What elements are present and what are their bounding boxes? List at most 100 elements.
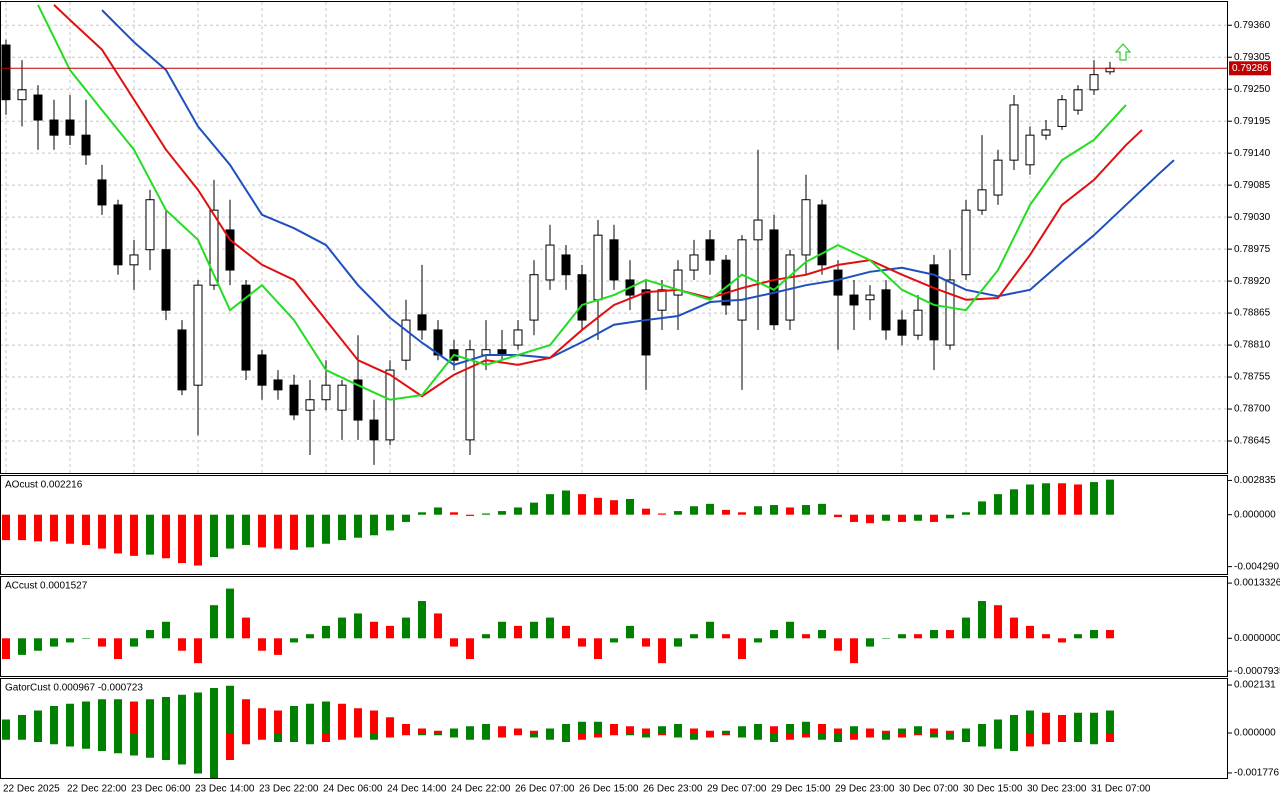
gator-bar: [674, 724, 682, 733]
gator-bar: [66, 703, 74, 733]
histogram-bar: [258, 514, 266, 548]
histogram-bar: [338, 514, 346, 541]
y-tick-label: 0.79140: [1234, 148, 1271, 159]
x-tick-label: 29 Dec 07:00: [707, 784, 767, 795]
gator-bar: [578, 721, 586, 733]
gator-bar: [82, 701, 90, 733]
y-tick-label: 0.78810: [1234, 340, 1271, 351]
x-tick-label: 29 Dec 15:00: [771, 784, 831, 795]
gator-bar: [658, 726, 666, 733]
histogram-bar: [514, 507, 522, 515]
histogram-bar: [210, 605, 218, 639]
candle-body: [17, 89, 27, 101]
candle-body: [385, 369, 395, 441]
candle-body: [81, 134, 91, 156]
histogram-bar: [738, 638, 746, 660]
gator-bar: [818, 724, 826, 733]
histogram-bar: [578, 638, 586, 647]
histogram-bar: [66, 514, 74, 544]
y-tick-label: 0.000000: [1234, 509, 1276, 520]
histogram-bar: [994, 494, 1002, 515]
candle-body: [641, 289, 651, 356]
gator-bar: [258, 733, 266, 740]
histogram-bar: [818, 630, 826, 639]
histogram-bar: [658, 513, 666, 515]
histogram-bar: [34, 638, 42, 651]
candle-body: [177, 329, 187, 391]
histogram-bar: [226, 514, 234, 549]
histogram-bar: [306, 514, 314, 548]
gator-bar: [722, 730, 730, 733]
x-tick-label: 22 Dec 22:00: [67, 784, 127, 795]
y-tick-label: 0.78920: [1234, 276, 1271, 287]
histogram-bar: [514, 625, 522, 639]
gator-bar: [562, 733, 570, 742]
histogram-bar: [850, 514, 858, 522]
candle-body: [273, 379, 283, 391]
histogram-bar: [146, 630, 154, 639]
histogram-bar: [642, 638, 650, 647]
gator-bar: [146, 733, 154, 758]
histogram-bar: [1042, 634, 1050, 639]
candle-body: [849, 294, 859, 306]
candle-body: [369, 419, 379, 441]
candle-body: [1089, 74, 1099, 91]
x-tick-label: 30 Dec 23:00: [1027, 784, 1087, 795]
y-tick-label: 0.79305: [1234, 52, 1271, 63]
gator-bar: [1106, 733, 1114, 742]
gator-bar: [1058, 715, 1066, 733]
gator-bar: [18, 715, 26, 733]
histogram-bar: [274, 514, 282, 549]
ma-line: [53, 4, 1143, 398]
gator-bar: [450, 733, 458, 738]
histogram-bar: [626, 625, 634, 639]
gator-bar: [434, 730, 442, 733]
candle-body: [33, 94, 43, 121]
gator-bar: [210, 733, 218, 778]
histogram-bar: [194, 638, 202, 664]
candle-body: [705, 239, 715, 261]
gator-bar: [450, 728, 458, 733]
gator-bar: [850, 726, 858, 733]
histogram-bar: [690, 506, 698, 515]
x-tick-label: 23 Dec 14:00: [195, 784, 255, 795]
candle-body: [833, 269, 843, 296]
gator-bar: [946, 730, 954, 733]
histogram-bar: [50, 514, 58, 542]
gator-bar: [482, 733, 490, 740]
ac-frame: [0, 576, 1228, 677]
histogram-bar: [1058, 638, 1066, 643]
histogram-bar: [1090, 482, 1098, 515]
gator-bar: [50, 706, 58, 733]
histogram-bar: [18, 638, 26, 655]
candle-body: [529, 274, 539, 321]
gator-bar: [306, 703, 314, 733]
histogram-bar: [594, 497, 602, 515]
histogram-bar: [1074, 634, 1082, 639]
panel-title: AOcust 0.002216: [5, 480, 83, 491]
gator-bar: [834, 728, 842, 733]
candle-body: [817, 204, 827, 266]
histogram-bar: [50, 638, 58, 647]
candle-body: [1009, 104, 1019, 161]
x-tick-label: 31 Dec 07:00: [1091, 784, 1151, 795]
gator-bar: [258, 708, 266, 733]
gator-bar: [546, 728, 554, 733]
gator-bar: [578, 733, 586, 740]
y-tick-label: 0.79085: [1234, 180, 1271, 191]
y-tick-label: 0.79360: [1234, 20, 1271, 31]
gator-bar: [738, 733, 746, 738]
candle-body: [545, 244, 555, 281]
gator-bar: [930, 733, 938, 738]
histogram-bar: [1026, 625, 1034, 639]
histogram-bar: [290, 514, 298, 550]
gator-bar: [1026, 733, 1034, 747]
y-tick-label: 0.78700: [1234, 404, 1271, 415]
histogram-bar: [834, 638, 842, 651]
gator-bar: [882, 730, 890, 733]
histogram-bar: [930, 630, 938, 639]
candle-body: [801, 199, 811, 256]
gator-bar: [226, 685, 234, 733]
candle-body: [1073, 89, 1083, 111]
gator-bar: [482, 724, 490, 733]
